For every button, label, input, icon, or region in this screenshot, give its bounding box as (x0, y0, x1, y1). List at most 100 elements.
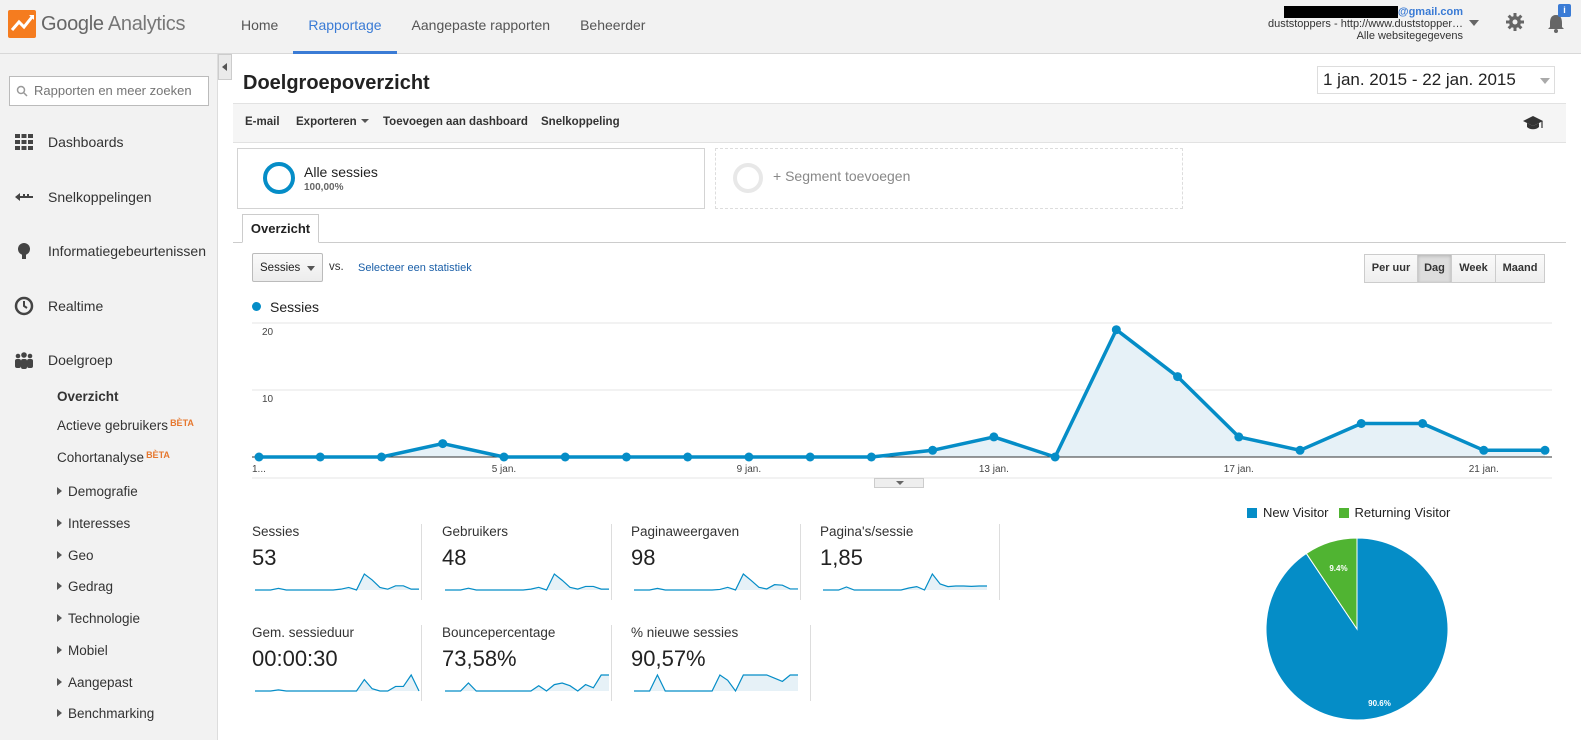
scorecard-label: Bouncepercentage (442, 625, 556, 640)
pie-legend-new[interactable]: New Visitor (1247, 505, 1329, 520)
sidebar-item-realtime[interactable]: Realtime (14, 296, 103, 316)
sidebar-tree-technologie[interactable]: Technologie (57, 611, 140, 626)
date-range-picker[interactable]: 1 jan. 2015 - 22 jan. 2015 (1317, 66, 1555, 94)
sparkline-line (634, 673, 798, 693)
date-range-text: 1 jan. 2015 - 22 jan. 2015 (1323, 70, 1516, 89)
people-icon (15, 352, 33, 369)
segment-empty-ring-icon (733, 163, 763, 193)
data-point (376, 452, 386, 462)
sidebar-tree-demografie[interactable]: Demografie (57, 484, 138, 499)
tab-divider (233, 242, 1566, 243)
account-selector[interactable]: @gmail.com duststoppers - http://www.dus… (1268, 6, 1463, 42)
sidebar-tree-geo[interactable]: Geo (57, 548, 94, 563)
scorecard-label: Pagina's/sessie (820, 524, 914, 539)
select-statistic-link[interactable]: Selecteer een statistiek (358, 262, 472, 274)
account-view: Alle websitegegevens (1356, 30, 1463, 42)
sidebar-tree-interesses[interactable]: Interesses (57, 516, 130, 531)
search-icon (16, 85, 28, 97)
scorecard-sparkline (255, 673, 420, 692)
sidebar-item-informatiegebeurtenissen[interactable]: Informatiegebeurtenissen (14, 241, 206, 261)
data-point (438, 439, 448, 449)
nav-beheerder[interactable]: Beheerder (580, 17, 646, 33)
sidebar-item-dashboards[interactable]: Dashboards (14, 132, 124, 152)
scorecard-sparkline (445, 573, 609, 591)
email-button[interactable]: E-mail (245, 116, 280, 128)
scorecard-label: Sessies (252, 524, 300, 539)
sidebar-tree-benchmarking[interactable]: Benchmarking (57, 706, 154, 721)
shortcut-button[interactable]: Snelkoppeling (541, 116, 620, 128)
sidebar-item-label: Informatiegebeurtenissen (48, 243, 206, 259)
beta-badge: BÈTA (146, 450, 170, 460)
data-point (1356, 419, 1366, 428)
sidebar-tree-gedrag[interactable]: Gedrag (57, 579, 113, 594)
sidebar-tree-mobiel[interactable]: Mobiel (57, 643, 108, 658)
nav-aangepaste-rapporten[interactable]: Aangepaste rapporten (411, 17, 551, 33)
sparkline-line (634, 573, 798, 591)
series-line (259, 327, 1545, 459)
pie-legend-returning[interactable]: Returning Visitor (1338, 505, 1450, 520)
add-segment-button[interactable]: + Segment toevoegen (715, 148, 1183, 209)
bell-icon[interactable] (1545, 12, 1567, 34)
chevron-down-icon (1540, 78, 1550, 84)
sidebar-item-snelkoppelingen[interactable]: Snelkoppelingen (14, 187, 152, 207)
expand-chart-handle[interactable] (874, 478, 924, 488)
pie-slice-label: 90.6% (1368, 699, 1391, 708)
period-per-uur[interactable]: Per uur (1364, 254, 1418, 283)
sparkline-line (823, 572, 987, 591)
gear-icon[interactable] (1505, 12, 1525, 32)
data-point (621, 452, 631, 462)
beta-badge: BÈTA (170, 418, 194, 428)
data-point (1295, 445, 1305, 455)
add-to-dashboard-button[interactable]: Toevoegen aan dashboard (383, 116, 528, 128)
vs-label: vs. (329, 261, 344, 273)
notification-badge[interactable]: i (1558, 4, 1571, 17)
page-title: Doelgroepoverzicht (243, 72, 430, 94)
graduation-cap-icon[interactable] (1522, 114, 1544, 132)
x-tick-label: 17 jan. (1224, 464, 1254, 475)
period-dag[interactable]: Dag (1417, 254, 1452, 283)
sidebar-item-label: Dashboards (48, 134, 124, 150)
data-point (928, 445, 938, 455)
data-point (744, 452, 754, 462)
sparkline-area (445, 574, 609, 590)
scorecard-value: 98 (631, 545, 656, 570)
sparkline-area (445, 675, 609, 691)
legend-dot (252, 302, 261, 311)
sidebar-item-doelgroep[interactable]: Doelgroep (14, 350, 113, 370)
metric-dropdown[interactable]: Sessies (252, 253, 323, 282)
top-bar: Google Analytics Home Rapportage Aangepa… (0, 0, 1581, 54)
search-input[interactable] (34, 83, 204, 98)
data-point (1479, 445, 1489, 455)
data-point (560, 452, 570, 462)
period-maand[interactable]: Maand (1495, 254, 1545, 283)
export-button[interactable]: Exporteren (296, 116, 369, 128)
sidebar-tree-aangepast[interactable]: Aangepast (57, 675, 133, 690)
tab-overzicht[interactable]: Overzicht (242, 214, 319, 243)
scorecard-value: 48 (442, 545, 467, 570)
scorecard-sparkline (823, 572, 987, 591)
nav-rapportage[interactable]: Rapportage (293, 0, 397, 54)
visitor-pie-chart: 90.6% 9.4% (1265, 537, 1449, 721)
sidebar-sub-overzicht[interactable]: Overzicht (57, 389, 119, 404)
segment-all-sessions[interactable]: Alle sessies 100,00% (237, 148, 705, 209)
period-week[interactable]: Week (1451, 254, 1496, 283)
sidebar-sub-cohortanalyse[interactable]: Cohortanalyse BÈTA (57, 450, 170, 465)
google-analytics-logo[interactable]: Google Analytics (8, 10, 186, 38)
chevron-down-icon[interactable] (1469, 20, 1479, 26)
nav-home[interactable]: Home (241, 17, 279, 33)
x-tick-label: 13 jan. (979, 464, 1009, 475)
sparkline-line (255, 673, 420, 692)
y-tick-label: 10 (262, 394, 274, 405)
collapse-sidebar-button[interactable] (218, 54, 232, 80)
scorecard-value: 73,58% (442, 646, 517, 671)
scorecard-sparkline (255, 573, 419, 591)
brand-google: Google (41, 12, 104, 35)
scorecard: Gem. sessieduur 00:00:30 (252, 625, 422, 701)
scorecard: Paginaweergaven 98 (631, 524, 801, 600)
sidebar: Dashboards Snelkoppelingen Informatiegeb… (0, 54, 218, 740)
search-box[interactable] (9, 76, 209, 106)
x-tick-label: 21 jan. (1469, 464, 1499, 475)
sidebar-sub-actieve-gebruikers[interactable]: Actieve gebruikers BÈTA (57, 418, 194, 433)
lightbulb-icon (18, 243, 30, 259)
legend-label: Sessies (270, 299, 320, 315)
